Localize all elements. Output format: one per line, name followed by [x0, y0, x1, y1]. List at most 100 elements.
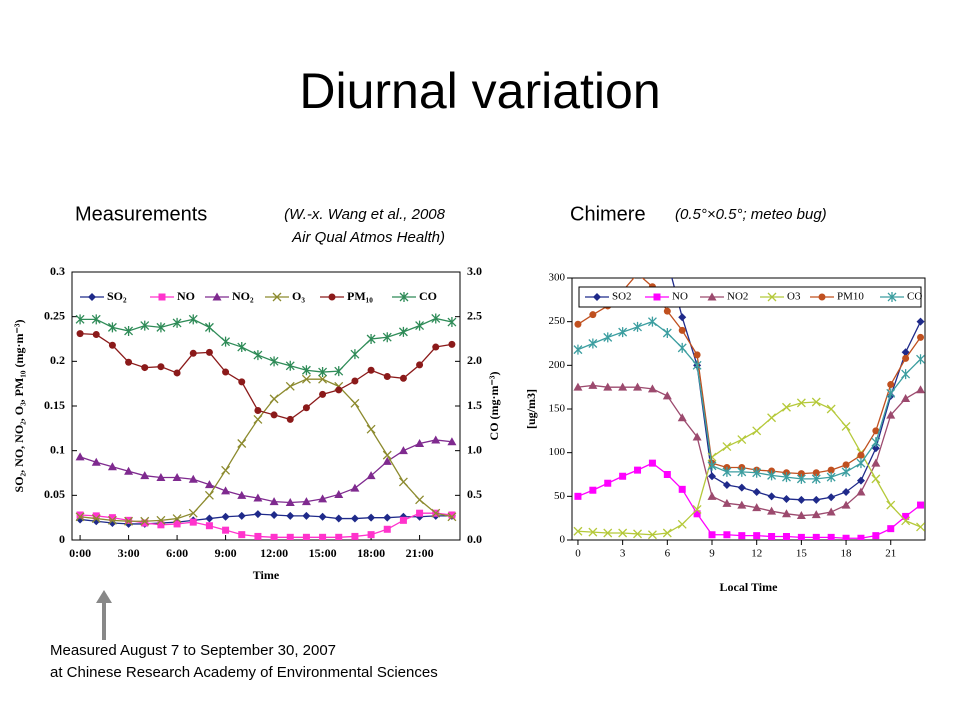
marker [886, 388, 896, 399]
marker [634, 466, 642, 474]
marker [204, 480, 214, 489]
marker [205, 522, 213, 530]
marker [285, 360, 295, 371]
marker [335, 533, 343, 540]
marker [827, 533, 835, 540]
marker [156, 515, 166, 525]
legend-label: NO [672, 291, 688, 303]
plot-area [75, 313, 457, 540]
marker [886, 500, 896, 510]
marker [604, 230, 612, 238]
marker [254, 532, 262, 540]
marker [238, 378, 246, 386]
marker [752, 503, 762, 512]
marker [782, 402, 791, 412]
marker [140, 320, 150, 331]
marker [901, 516, 911, 526]
x-tick-label: 18 [841, 548, 853, 560]
marker [92, 331, 100, 339]
marker [237, 342, 247, 353]
y-tick-label: 200 [549, 359, 566, 371]
marker [253, 350, 263, 361]
marker [797, 495, 806, 504]
marker [767, 506, 777, 515]
marker [663, 257, 671, 265]
marker [286, 415, 294, 423]
marker [738, 532, 746, 540]
marker [708, 531, 716, 539]
series-line [79, 439, 452, 504]
marker [75, 452, 85, 461]
marker [603, 332, 613, 343]
marker [916, 317, 925, 326]
y-tick-label: 150 [549, 403, 566, 415]
marker [753, 532, 761, 540]
marker [707, 460, 717, 471]
marker [382, 456, 392, 465]
marker [222, 368, 230, 376]
y-tick-label: 0.3 [50, 264, 65, 278]
x-tick-label: 3:00 [118, 546, 140, 560]
legend-label: O₃ [292, 289, 305, 303]
marker [431, 435, 441, 444]
marker [204, 490, 214, 500]
marker [797, 470, 805, 478]
note: at Chinese Research Academy of Environme… [50, 664, 438, 681]
series-line [577, 278, 922, 475]
marker [782, 472, 791, 483]
marker [678, 485, 686, 493]
marker [254, 406, 262, 414]
series-line [671, 278, 922, 501]
marker [901, 394, 911, 403]
marker [917, 501, 925, 509]
marker [633, 382, 643, 391]
marker [140, 516, 150, 526]
marker [108, 341, 116, 349]
marker [633, 321, 642, 332]
marker [841, 500, 851, 509]
series-line [80, 378, 453, 522]
marker [619, 472, 627, 480]
marker [663, 471, 671, 478]
marker [871, 444, 880, 453]
marker [383, 525, 391, 533]
marker [841, 422, 851, 431]
y-tick-label: 0.1 [50, 442, 65, 456]
marker [416, 361, 424, 369]
marker [447, 317, 457, 328]
x-tick-label: 9 [709, 548, 715, 560]
marker [221, 486, 231, 495]
marker [172, 472, 182, 481]
marker [811, 397, 821, 407]
marker [350, 349, 360, 360]
marker [782, 494, 791, 503]
y-axis-label: [ug/m3] [524, 389, 538, 429]
y-tick-label: 300 [549, 272, 566, 284]
legend-label: SO2 [612, 291, 632, 303]
marker [91, 314, 101, 325]
marker [253, 510, 262, 519]
x-tick-label: 18:00 [357, 546, 385, 560]
marker [693, 351, 701, 359]
legend-label: PM₁₀ [347, 289, 373, 303]
marker [826, 404, 836, 414]
marker [107, 515, 117, 525]
marker [415, 439, 425, 448]
y2-tick-label: 0.0 [467, 532, 482, 546]
x-tick-label: 12:00 [260, 546, 288, 560]
legend-label: SO₂ [107, 289, 127, 303]
chart-subtitle: (0.5°×0.5°; meteo bug) [675, 206, 827, 223]
x-tick-label: 21 [885, 548, 896, 560]
marker [399, 516, 407, 524]
marker [692, 504, 702, 514]
marker [319, 390, 327, 398]
marker [367, 531, 375, 539]
marker [75, 512, 85, 522]
series-line [577, 462, 921, 539]
marker [603, 528, 613, 538]
marker [334, 489, 344, 498]
marker [573, 526, 583, 536]
marker [383, 513, 392, 522]
marker [767, 413, 777, 423]
